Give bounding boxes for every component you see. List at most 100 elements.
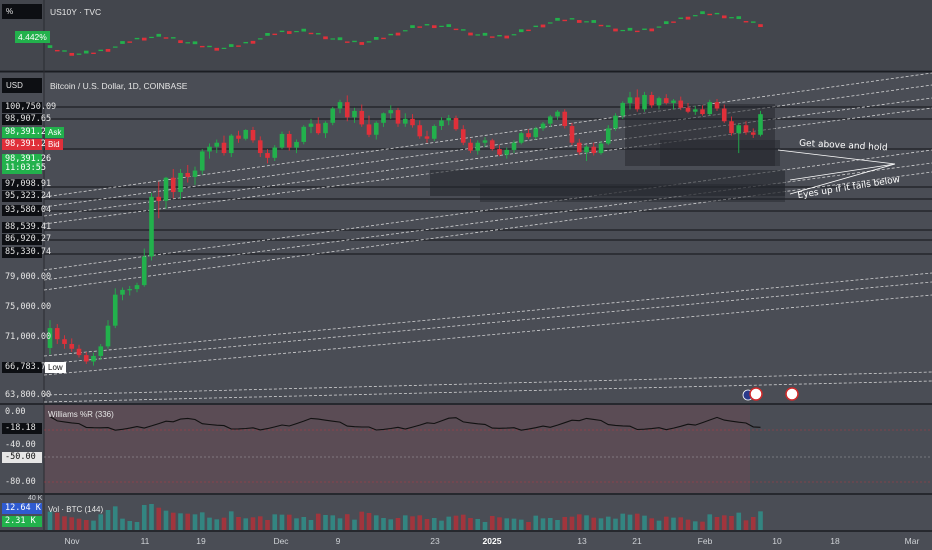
candle <box>156 196 162 201</box>
williams-label: 0.00 <box>5 407 26 417</box>
candle <box>504 149 510 155</box>
volume-bar <box>591 517 597 530</box>
candle <box>714 102 720 109</box>
williams-line <box>49 416 761 431</box>
volume-bar <box>112 506 118 530</box>
candle <box>373 122 379 135</box>
price-level-label: 66,783.77 <box>2 362 51 373</box>
volume-scale-label: 40 K <box>28 495 43 502</box>
volume-bar <box>526 522 531 530</box>
event-markers[interactable] <box>742 387 799 401</box>
price-level-label: 98,907.65 <box>2 114 51 125</box>
us10y-series <box>47 11 763 56</box>
candle <box>439 120 444 127</box>
us10y-candle <box>663 21 669 25</box>
us-flag-icon[interactable] <box>749 387 763 401</box>
volume-bar <box>453 515 459 530</box>
us10y-candle <box>656 26 662 28</box>
us10y-candle <box>337 37 343 41</box>
volume-bar <box>47 511 53 530</box>
us10y-candle <box>170 37 176 39</box>
candle <box>533 128 539 138</box>
price-level-label: 93,580.04 <box>2 205 51 216</box>
us10y-candle <box>381 37 386 40</box>
candle <box>620 102 626 116</box>
volume-bar <box>163 510 169 530</box>
candle <box>685 107 691 112</box>
us10y-candle <box>526 29 531 32</box>
us10y-candle <box>178 40 183 44</box>
us10y-candle <box>286 31 292 34</box>
volume-last-label: 2.31 K <box>2 516 42 527</box>
candle <box>460 129 466 143</box>
us10y-candle <box>482 32 488 36</box>
candle <box>178 172 183 193</box>
candle <box>134 285 140 290</box>
candle <box>337 102 343 109</box>
volume-bar <box>170 512 176 530</box>
volume-bar <box>344 514 350 530</box>
candle <box>424 136 430 139</box>
percent-scale-button[interactable]: % <box>2 4 42 19</box>
price-level-label: 98,391.26 <box>2 154 51 165</box>
volume-bar <box>417 515 423 530</box>
volume-bar <box>642 515 647 530</box>
us10y-candle <box>221 47 227 49</box>
volume-bar <box>207 517 212 530</box>
candle <box>54 328 60 340</box>
volume-bar <box>54 512 60 530</box>
candle <box>634 97 640 110</box>
candle <box>511 142 517 150</box>
time-axis-label: 13 <box>577 536 587 546</box>
candle <box>729 121 734 134</box>
us10y-last-value: 4.442% <box>15 31 50 43</box>
us10y-symbol-label: US10Y · TVC <box>50 7 102 17</box>
us10y-candle <box>308 32 314 35</box>
price-level-label: 85,330.74 <box>2 247 51 258</box>
volume-bar <box>562 517 568 530</box>
zone-boxes <box>430 104 785 202</box>
candle <box>482 140 488 143</box>
candle <box>743 125 749 133</box>
price-level-label: 63,800.00 <box>5 390 52 400</box>
volume-bar <box>555 520 560 530</box>
volume-bar <box>221 517 227 530</box>
candle <box>69 343 75 349</box>
volume-bar <box>569 516 575 530</box>
volume-bar <box>736 512 742 530</box>
volume-bar <box>62 516 67 530</box>
volume-bar <box>257 516 263 530</box>
candle <box>431 126 437 139</box>
us10y-candle <box>671 21 676 23</box>
price-level-label: 88,539.41 <box>2 222 51 233</box>
candle <box>185 172 191 177</box>
us10y-candle <box>613 28 618 32</box>
volume-bar <box>649 518 655 530</box>
volume-bar <box>120 518 125 530</box>
us-flag-icon[interactable] <box>785 387 799 401</box>
candle <box>236 135 241 139</box>
volume-bar <box>613 518 618 530</box>
volume-bar <box>460 514 466 530</box>
candle <box>555 111 560 117</box>
candle <box>120 289 125 295</box>
us10y-candle <box>127 41 133 43</box>
us10y-candle <box>156 33 162 37</box>
candle <box>62 339 67 344</box>
us10y-candle <box>758 24 763 27</box>
us10y-candle <box>402 30 408 32</box>
volume-bar <box>692 521 698 530</box>
us10y-candle <box>120 41 125 44</box>
candle <box>214 142 220 147</box>
currency-button[interactable]: USD <box>2 78 42 93</box>
candle <box>359 110 365 125</box>
candle <box>605 128 611 144</box>
time-axis-label: 10 <box>772 536 782 546</box>
candle <box>642 94 647 110</box>
volume-bar <box>359 511 365 530</box>
volume-bar <box>446 516 452 530</box>
volume-bar <box>395 518 401 530</box>
price-level-label: 75,000.00 <box>5 302 52 312</box>
volume-bar <box>228 511 234 530</box>
